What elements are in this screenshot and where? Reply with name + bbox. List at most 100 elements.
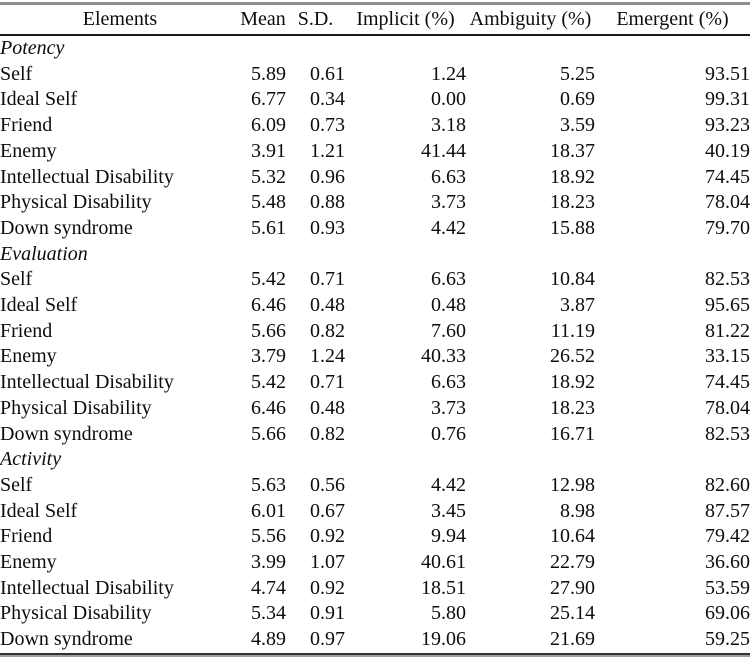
implicit-cell: 9.94 [431, 525, 466, 548]
sd-cell: 1.07 [310, 551, 345, 574]
sd-cell: 0.96 [310, 165, 345, 188]
implicit-cell: 4.42 [431, 473, 466, 496]
mean-cell: 5.42 [251, 268, 286, 291]
section-row: Activity [0, 447, 750, 473]
table-row: Intellectual Disability 5.32 0.96 6.63 18.92… [0, 165, 750, 191]
emergent-cell: 82.53 [705, 422, 750, 445]
ambiguity-cell: 10.84 [550, 268, 595, 291]
ambiguity-cell: 27.90 [550, 576, 595, 599]
sd-cell: 0.93 [310, 216, 345, 239]
implicit-cell: 40.61 [421, 551, 466, 574]
col-header-implicit: Implicit (%) [345, 3, 466, 36]
table-row: Self 5.89 0.61 1.24 5.25 93.51 [0, 62, 750, 88]
section-row: Evaluation [0, 242, 750, 268]
mean-cell: 6.01 [251, 499, 286, 522]
implicit-cell: 18.51 [421, 576, 466, 599]
element-name-cell: Ideal Self [0, 294, 78, 317]
emergent-cell: 82.60 [705, 473, 750, 496]
section-label: Evaluation [0, 242, 88, 265]
element-name-cell: Self [0, 62, 33, 85]
element-name-cell: Physical Disability [0, 396, 152, 419]
sd-cell: 0.48 [310, 294, 345, 317]
ambiguity-cell: 18.23 [550, 396, 595, 419]
emergent-cell: 95.65 [705, 294, 750, 317]
sd-cell: 0.73 [310, 114, 345, 137]
element-name-cell: Enemy [0, 345, 57, 368]
implicit-cell: 0.76 [431, 422, 466, 445]
sd-cell: 0.82 [310, 319, 345, 342]
implicit-cell: 1.24 [431, 62, 466, 85]
implicit-cell: 3.73 [431, 191, 466, 214]
table-row: Enemy 3.99 1.07 40.61 22.79 36.60 [0, 550, 750, 576]
emergent-cell: 33.15 [705, 345, 750, 368]
mean-cell: 5.56 [251, 525, 286, 548]
element-name-cell: Physical Disability [0, 191, 152, 214]
element-name-cell: Intellectual Disability [0, 165, 174, 188]
ambiguity-cell: 25.14 [550, 602, 595, 625]
element-name-cell: Self [0, 268, 33, 291]
mean-cell: 3.99 [251, 551, 286, 574]
element-name-cell: Enemy [0, 139, 57, 162]
ambiguity-cell: 3.87 [560, 294, 595, 317]
element-name-cell: Self [0, 473, 33, 496]
table-row: Ideal Self 6.46 0.48 0.48 3.87 95.65 [0, 293, 750, 319]
implicit-cell: 5.80 [431, 602, 466, 625]
table-row: Physical Disability 5.34 0.91 5.80 25.14 69.0… [0, 601, 750, 627]
emergent-cell: 74.45 [705, 371, 750, 394]
sd-cell: 0.91 [310, 602, 345, 625]
mean-cell: 4.89 [251, 628, 286, 651]
table-row: Friend 6.09 0.73 3.18 3.59 93.23 [0, 113, 750, 139]
element-name-cell: Ideal Self [0, 499, 78, 522]
element-name-cell: Down syndrome [0, 628, 133, 651]
sd-cell: 1.24 [310, 345, 345, 368]
sd-cell: 0.97 [310, 628, 345, 651]
table-row: Down syndrome 5.66 0.82 0.76 16.71 82.53 [0, 422, 750, 448]
table-row: Ideal Self 6.01 0.67 3.45 8.98 87.57 [0, 499, 750, 525]
ambiguity-cell: 12.98 [550, 473, 595, 496]
table-row: Enemy 3.79 1.24 40.33 26.52 33.15 [0, 344, 750, 370]
col-header-elements: Elements [0, 3, 240, 36]
col-header-emergent: Emergent (%) [595, 3, 750, 36]
element-name-cell: Enemy [0, 551, 57, 574]
table-row: Intellectual Disability 5.42 0.71 6.63 18.92… [0, 370, 750, 396]
table-row: Down syndrome 5.61 0.93 4.42 15.88 79.70 [0, 216, 750, 242]
mean-cell: 5.63 [251, 473, 286, 496]
table-row: Physical Disability 6.46 0.48 3.73 18.23 78.0… [0, 396, 750, 422]
emergent-cell: 36.60 [705, 551, 750, 574]
mean-cell: 6.09 [251, 114, 286, 137]
implicit-cell: 6.63 [431, 165, 466, 188]
implicit-cell: 19.06 [421, 628, 466, 651]
mean-cell: 5.66 [251, 319, 286, 342]
mean-cell: 5.32 [251, 165, 286, 188]
implicit-cell: 3.73 [431, 396, 466, 419]
ambiguity-cell: 0.69 [560, 88, 595, 111]
emergent-cell: 93.51 [705, 62, 750, 85]
section-label: Activity [0, 448, 62, 471]
ambiguity-cell: 26.52 [550, 345, 595, 368]
emergent-cell: 81.22 [705, 319, 750, 342]
mean-cell: 3.79 [251, 345, 286, 368]
ambiguity-cell: 22.79 [550, 551, 595, 574]
table-row: Enemy 3.91 1.21 41.44 18.37 40.19 [0, 139, 750, 165]
mean-cell: 5.61 [251, 216, 286, 239]
ambiguity-cell: 8.98 [560, 499, 595, 522]
table-row: Intellectual Disability 4.74 0.92 18.51 27.9… [0, 576, 750, 602]
element-name-cell: Down syndrome [0, 216, 133, 239]
implicit-cell: 3.45 [431, 499, 466, 522]
table-body: Potency Self 5.89 0.61 1.24 5.25 93.51 Ideal Se… [0, 35, 750, 654]
ambiguity-cell: 11.19 [550, 319, 595, 342]
sd-cell: 0.71 [310, 371, 345, 394]
sd-cell: 0.88 [310, 191, 345, 214]
emergent-cell: 99.31 [705, 88, 750, 111]
emergent-cell: 93.23 [705, 114, 750, 137]
ambiguity-cell: 3.59 [560, 114, 595, 137]
ambiguity-cell: 5.25 [560, 62, 595, 85]
table-row: Down syndrome 4.89 0.97 19.06 21.69 59.25 [0, 627, 750, 654]
implicit-cell: 6.63 [431, 268, 466, 291]
emergent-cell: 59.25 [705, 628, 750, 651]
mean-cell: 6.46 [251, 396, 286, 419]
ambiguity-cell: 21.69 [550, 628, 595, 651]
section-row: Potency [0, 35, 750, 62]
implicit-cell: 41.44 [421, 139, 466, 162]
